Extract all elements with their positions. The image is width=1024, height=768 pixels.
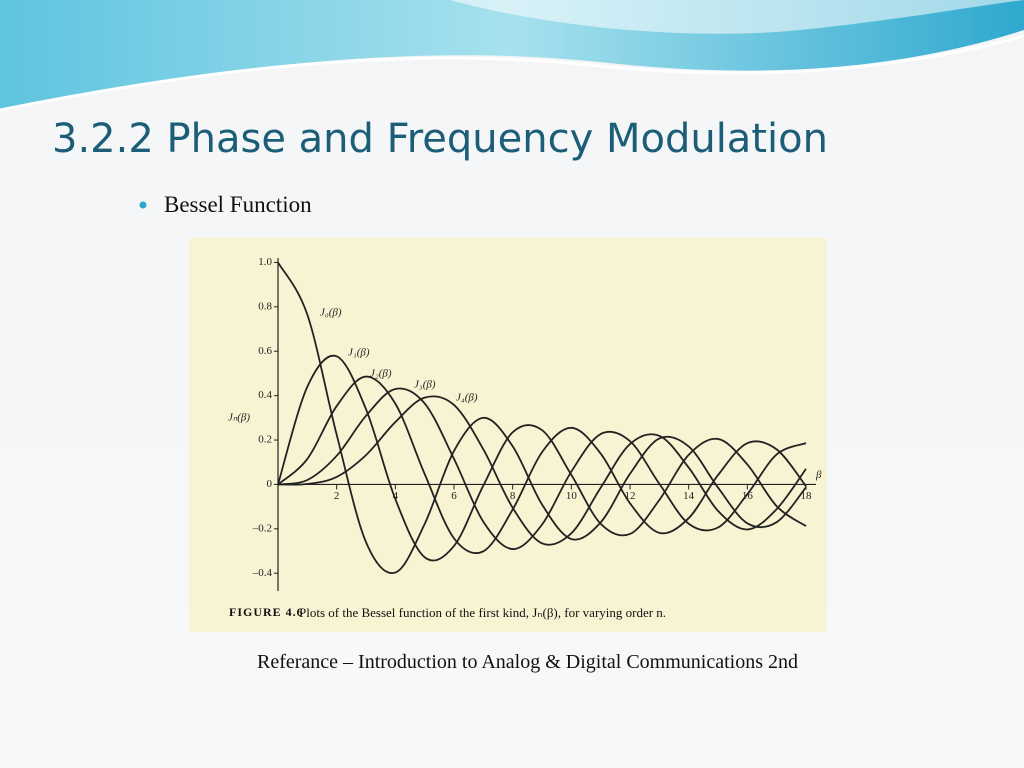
y-tick-label: 0.8 [258,300,272,312]
series-line [277,261,807,574]
series-label: J₁(β) [348,347,370,359]
x-tick-label: 10 [566,490,578,502]
x-tick-label: 18 [801,490,813,502]
wave-highlight [450,0,1024,34]
x-tick-label: 8 [510,490,516,502]
series-label: J₀(β) [320,307,342,319]
x-tick-label: 2 [334,490,340,502]
reference: Referance – Introduction to Analog & Dig… [257,651,798,673]
y-tick-label: 0.6 [258,345,272,357]
plot: 1.0 0.8 0.6 0.4 0.2 0 –0.2 –0.4 2 4 6 8 10 12 14 16 18β J… [228,256,822,591]
figure-background [189,238,827,632]
x-tick-label: 12 [625,490,636,502]
x-tick-label: 6 [451,490,457,502]
y-tick-label: 1.0 [258,256,272,268]
y-axis-label: Jₙ(β) [228,411,250,423]
caption: Plots of the Bessel function of the firs… [299,605,666,620]
x-axis-label: β [815,469,822,481]
x-tick-label: 4 [393,490,399,502]
x-tick-label: 14 [683,490,695,502]
y-tick-label: 0.2 [258,434,272,446]
series-label: J₃(β) [414,379,436,391]
y-tick-label: 0 [267,478,273,490]
series-line [277,395,807,546]
x-tick-label: 16 [742,490,754,502]
y-tick-label: 0.4 [258,389,272,401]
series-line [277,387,807,550]
caption-label: FIGURE 4.6 [229,605,304,619]
bullet-dot [139,201,147,209]
y-tick-label: –0.2 [252,522,272,534]
bullet-text: Bessel Function [164,192,312,217]
series-label: J₄(β) [456,392,478,404]
slide-title: 3.2.2 Phase and Frequency Modulation [52,116,828,162]
series-label: J₂(β) [370,368,392,380]
wave-line [0,34,1024,112]
series-line [277,375,807,554]
y-tick-label: –0.4 [252,567,273,579]
series-line [277,354,807,562]
